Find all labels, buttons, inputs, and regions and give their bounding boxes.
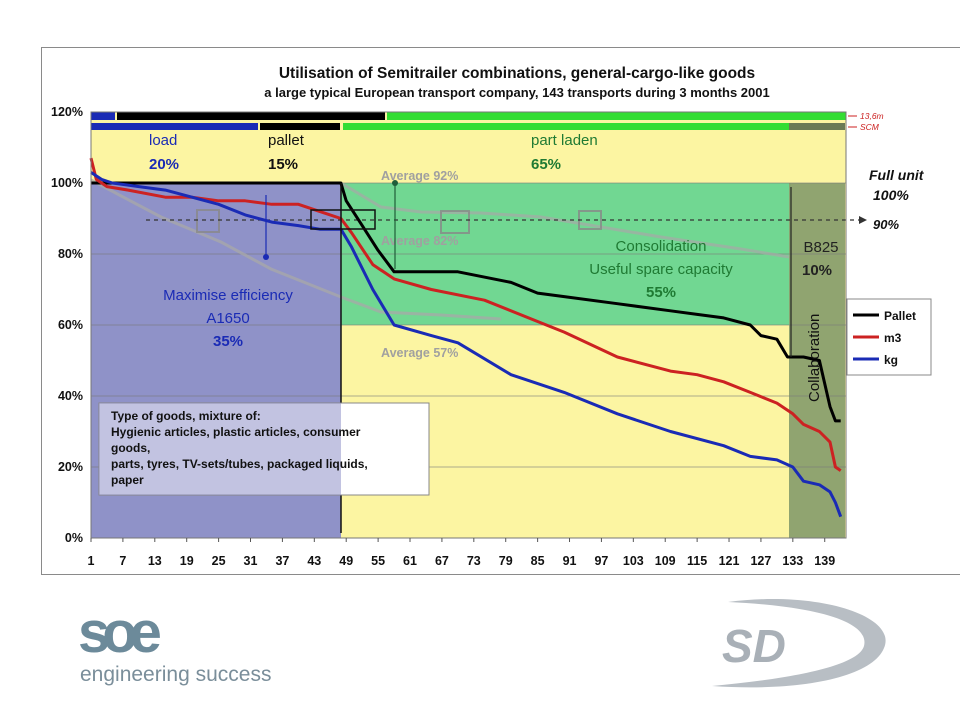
legend: Pallet m3 kg (846, 298, 932, 376)
x-tick-label: 127 (750, 554, 771, 568)
sd-logo-wordmark: SD (722, 620, 786, 672)
sd-logo-swoosh (712, 599, 886, 688)
average-line-82 (90, 178, 502, 321)
bar-pallet (260, 123, 340, 130)
goods-line-1: Type of goods, mixture of: (111, 409, 261, 423)
bar-part-laden (343, 123, 789, 130)
value-load: 20% (149, 156, 179, 173)
bar-label-scm: SCM (860, 122, 880, 132)
label-average-57: Average 57% (381, 346, 458, 360)
arrow-consolidation-dot (392, 180, 398, 186)
x-tick-label: 61 (403, 554, 417, 568)
label-part-laden: part laden (531, 132, 598, 149)
soe-logo-tagline: engineering success (80, 663, 271, 686)
bar-top-black (117, 112, 385, 120)
label-pallet: pallet (268, 132, 305, 149)
capacity-bars (91, 112, 846, 130)
label-b825: B825 (803, 239, 838, 256)
x-tick-label: 109 (655, 554, 676, 568)
chart: Utilisation of Semitrailer combinations,… (41, 47, 960, 575)
x-tick-label: 49 (339, 554, 353, 568)
bar-top-green (387, 112, 846, 120)
x-tick-label: 43 (307, 554, 321, 568)
y-tick-label: 40% (58, 389, 83, 403)
x-axis: 1 7 13 19 25 31 37 43 49 55 61 67 73 79 85 91 97 103 109 11… (88, 538, 835, 568)
x-tick-label: 85 (531, 554, 545, 568)
x-tick-label: 115 (687, 554, 707, 568)
y-tick-label: 20% (58, 460, 83, 474)
avg-box-2 (440, 210, 470, 234)
value-consolidation: 55% (646, 284, 676, 301)
series-line-kg (90, 171, 843, 518)
y-tick-label: 60% (58, 318, 83, 332)
legend-label-kg: kg (884, 353, 898, 367)
goods-line-4: parts, tyres, TV-sets/tubes, packaged li… (111, 457, 368, 471)
value-b825: 10% (802, 262, 832, 279)
label-load: load (149, 132, 177, 149)
goods-line-5: paper (111, 473, 144, 487)
x-tick-label: 13 (148, 554, 162, 568)
sd-logo: SD (712, 599, 886, 688)
x-tick-label: 133 (782, 554, 803, 568)
value-part-laden: 65% (531, 156, 561, 173)
legend-label-m3: m3 (884, 331, 902, 345)
chart-title: Utilisation of Semitrailer combinations,… (279, 65, 755, 82)
chart-subtitle: a large typical European transport compa… (264, 85, 769, 100)
series-line-pallet (91, 181, 841, 423)
plot-frame (90, 111, 847, 539)
highlight-box (310, 209, 376, 230)
label-average-92: Average 92% (381, 169, 458, 183)
value-maximise: 35% (213, 333, 243, 350)
x-tick-label: 31 (244, 554, 258, 568)
y-tick-label: 100% (51, 176, 83, 190)
x-tick-label: 97 (594, 554, 608, 568)
label-full-unit: Full unit (869, 167, 925, 183)
goods-box-overlay (99, 403, 341, 495)
y-tick-label: 0% (65, 531, 83, 545)
bar-load (91, 123, 258, 130)
goods-line-2: Hygienic articles, plastic articles, con… (111, 425, 361, 439)
y-axis: 0% 20% 40% 60% 80% 100% 120% (51, 105, 83, 545)
soe-logo: soe engineering success (78, 600, 271, 686)
avg-box-1 (196, 209, 220, 233)
label-average-82: Average 82% (381, 234, 458, 248)
label-consolidation: Consolidation (616, 238, 707, 255)
x-tick-label: 79 (499, 554, 513, 568)
bar-label-13-6m: 13,6m (860, 111, 884, 121)
x-tick-label: 91 (563, 554, 577, 568)
value-pallet: 15% (268, 156, 298, 173)
y-tick-label: 80% (58, 247, 83, 261)
x-tick-label: 7 (119, 554, 126, 568)
label-spare-capacity: Useful spare capacity (589, 261, 733, 278)
x-tick-label: 55 (371, 554, 385, 568)
bar-top-blue (91, 112, 115, 120)
zone-collaboration-bar (789, 123, 845, 130)
label-target-90: 90% (873, 217, 899, 232)
x-tick-label: 37 (275, 554, 289, 568)
x-tick-label: 121 (719, 554, 740, 568)
x-tick-label: 19 (180, 554, 194, 568)
label-collaboration: Collaboration (806, 314, 823, 402)
label-a1650: A1650 (206, 310, 249, 327)
chart-frame: Utilisation of Semitrailer combinations,… (41, 47, 960, 575)
x-tick-label: 1 (88, 554, 95, 568)
y-tick-label: 120% (51, 105, 83, 119)
average-line-92 (340, 181, 790, 259)
x-tick-label: 67 (435, 554, 449, 568)
x-tick-label: 73 (467, 554, 481, 568)
legend-label-pallet: Pallet (884, 309, 916, 323)
x-tick-label: 139 (814, 554, 835, 568)
label-full-unit-value: 100% (873, 187, 909, 203)
x-tick-label: 25 (212, 554, 226, 568)
soe-logo-wordmark: soe (78, 600, 161, 665)
target-arrow (859, 216, 867, 224)
arrow-maximise-dot (263, 254, 269, 260)
series-group (89, 157, 843, 518)
goods-line-3: goods, (111, 441, 150, 455)
x-tick-label: 103 (623, 554, 644, 568)
label-maximise-efficiency: Maximise efficiency (163, 287, 293, 304)
